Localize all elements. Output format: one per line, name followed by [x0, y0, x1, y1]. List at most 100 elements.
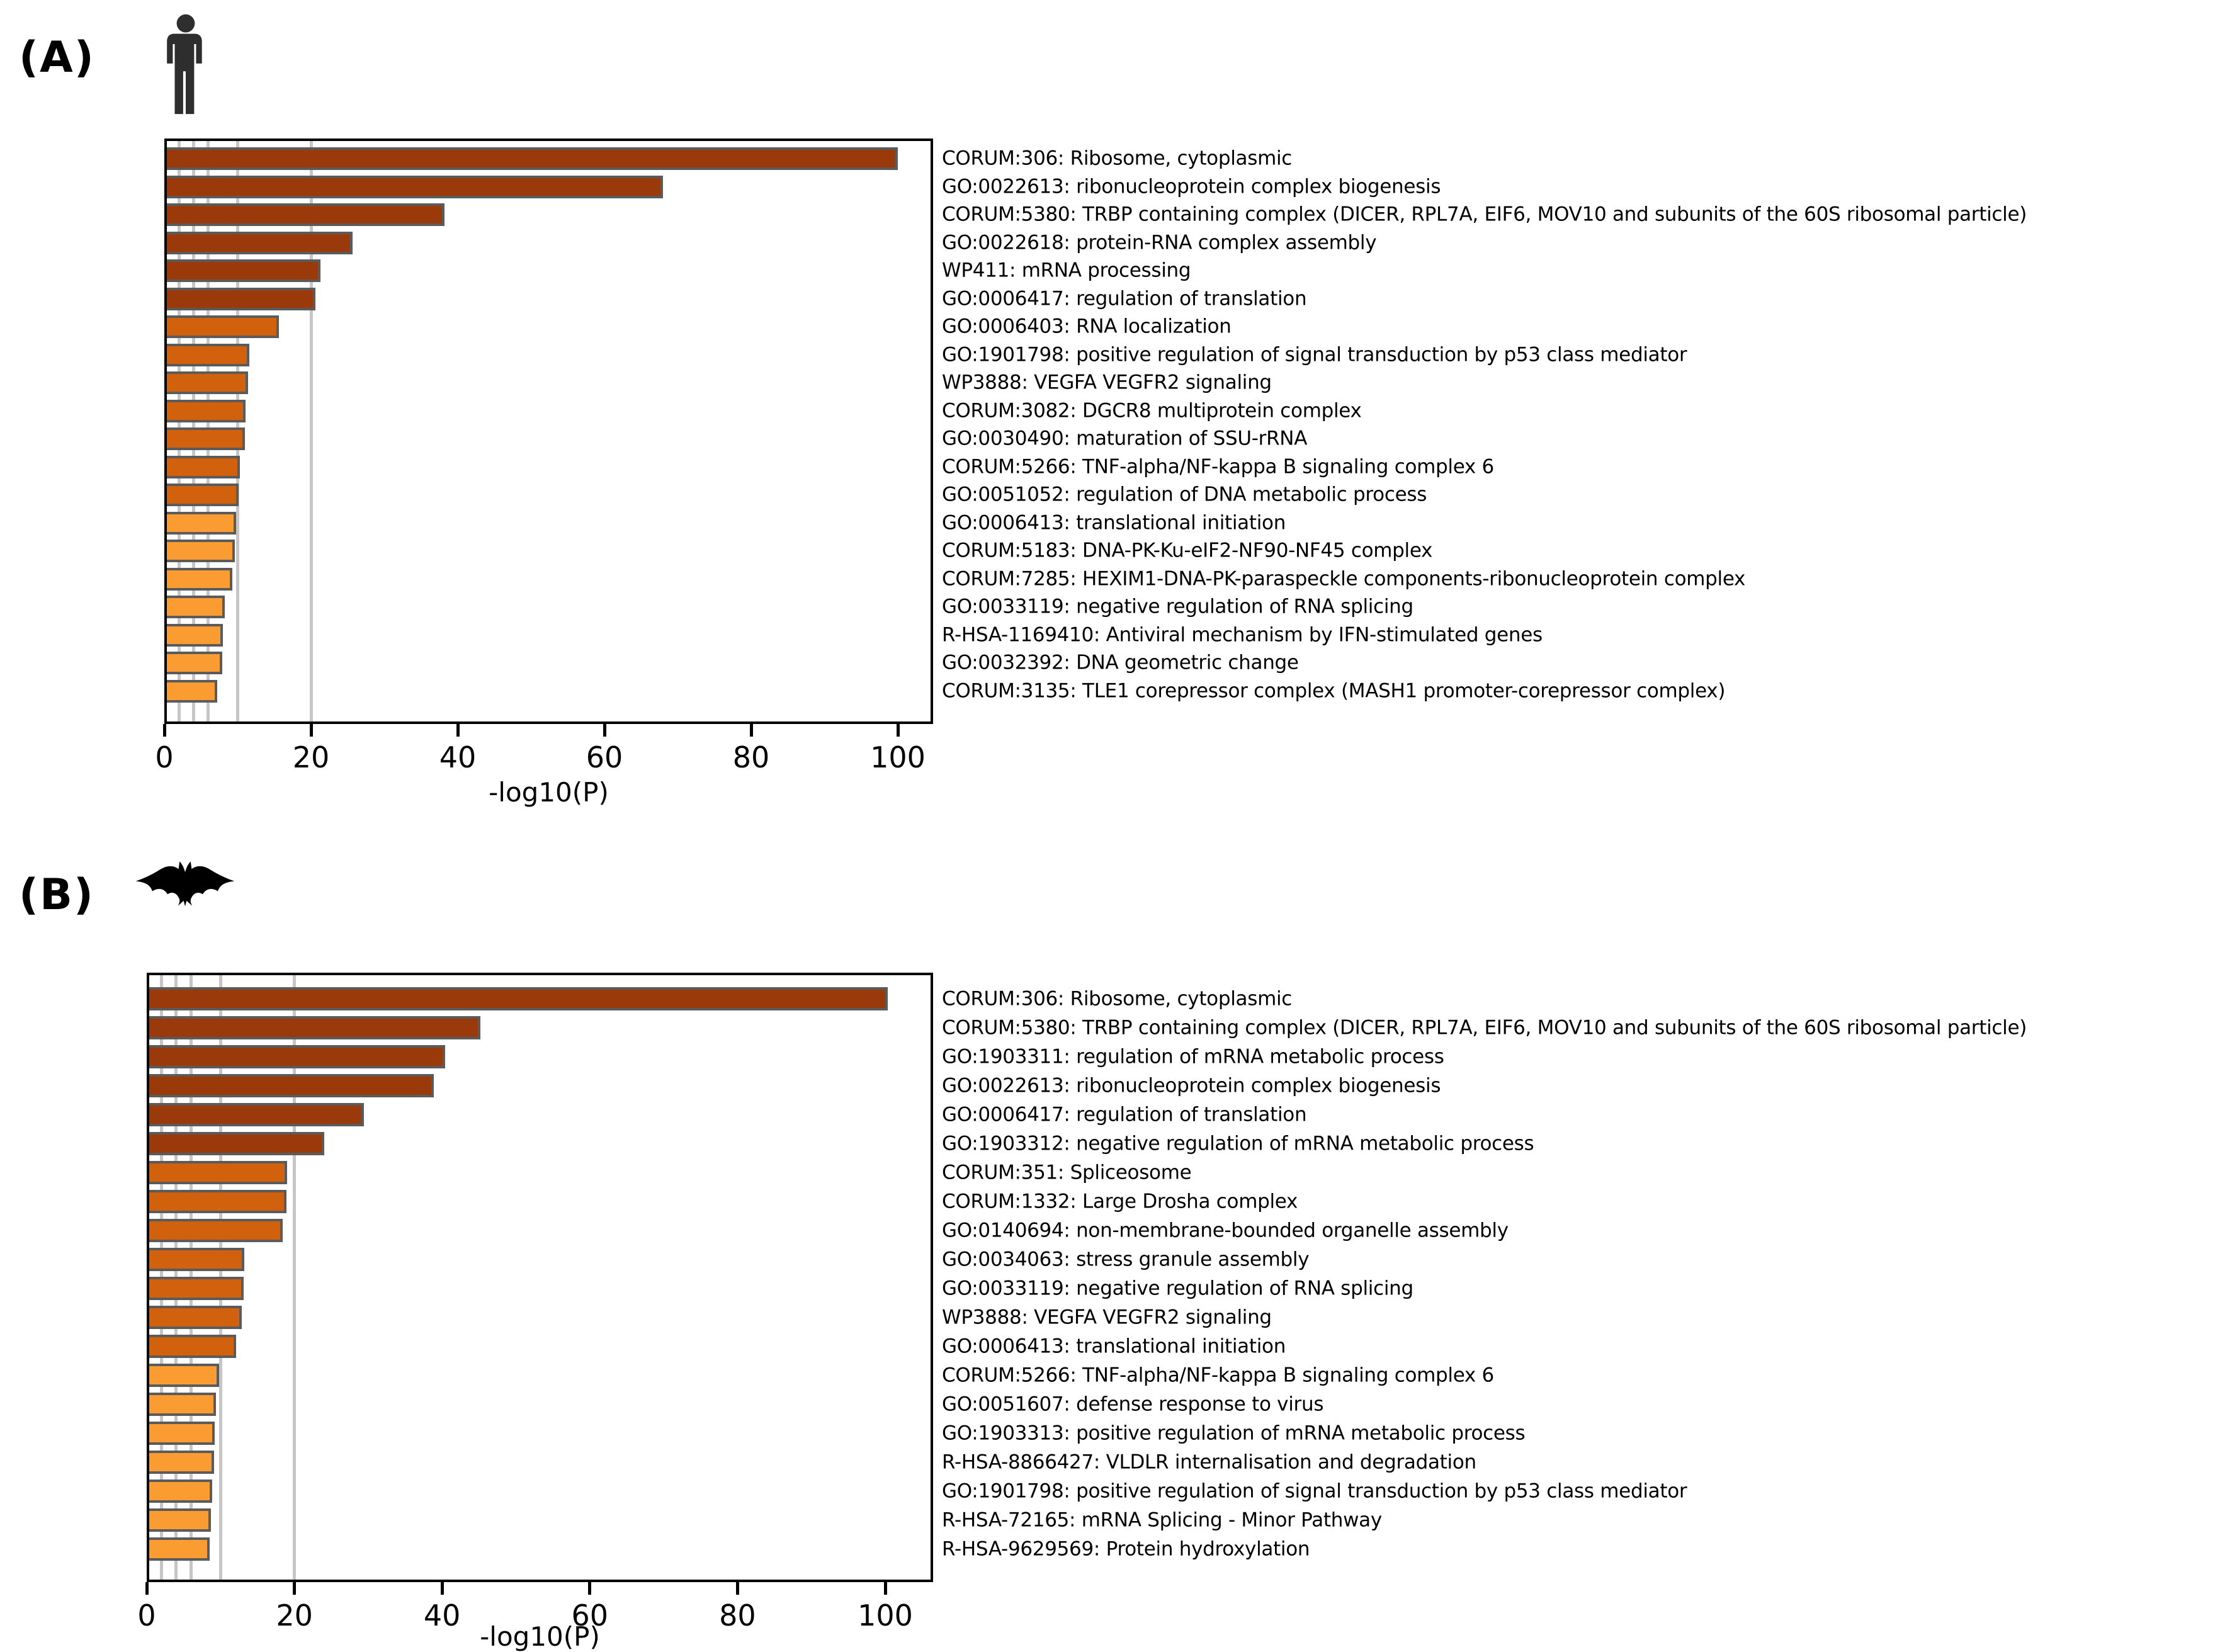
- bar: [164, 484, 239, 506]
- bar-label: GO:1903312: negative regulation of mRNA …: [942, 1132, 1534, 1155]
- bar: [147, 1479, 213, 1503]
- bar-label: CORUM:5266: TNF-alpha/NF-kappa B signali…: [942, 455, 1494, 478]
- bar-label: GO:0140694: non-membrane-bounded organel…: [942, 1219, 1509, 1242]
- bar: [164, 259, 321, 282]
- bar: [147, 1016, 481, 1039]
- bar: [164, 287, 315, 310]
- bar-label: GO:1903313: positive regulation of mRNA …: [942, 1422, 1526, 1444]
- x-tick: [456, 724, 460, 737]
- bar: [147, 1248, 244, 1271]
- plot-box: [164, 139, 933, 724]
- bar: [164, 623, 224, 647]
- bar-label: CORUM:3135: TLE1 corepressor complex (MA…: [942, 679, 1726, 702]
- bar-label: GO:0006417: regulation of translation: [942, 287, 1307, 310]
- bar-label: GO:0022613: ribonucleoprotein complex bi…: [942, 175, 1441, 198]
- bar-label: CORUM:351: Spliceosome: [942, 1161, 1192, 1184]
- bar: [164, 175, 664, 198]
- bar: [164, 511, 237, 535]
- bar: [164, 343, 250, 366]
- bar-label: GO:1901798: positive regulation of signa…: [942, 1479, 1687, 1502]
- bar-label: CORUM:306: Ribosome, cytoplasmic: [942, 987, 1293, 1010]
- bar: [164, 203, 445, 226]
- bar: [164, 371, 248, 394]
- bar: [147, 1422, 215, 1445]
- panel-a-letter: (A): [19, 33, 95, 82]
- bar: [164, 652, 223, 674]
- bar: [147, 1306, 242, 1329]
- bar-label: GO:0032392: DNA geometric change: [942, 651, 1299, 674]
- bar-label: GO:0006403: RNA localization: [942, 315, 1232, 338]
- x-tick-label: 100: [870, 740, 926, 774]
- x-tick-label: 80: [732, 740, 770, 774]
- bar-label: WP411: mRNA processing: [942, 259, 1191, 282]
- x-tick: [309, 724, 313, 737]
- x-tick: [588, 1582, 592, 1595]
- panel-b-letter: (B): [19, 870, 94, 920]
- bar-label: CORUM:7285: HEXIM1-DNA-PK-paraspeckle co…: [942, 567, 1746, 590]
- x-tick-label: 0: [155, 740, 174, 774]
- x-tick-label: 40: [439, 740, 477, 774]
- bar: [147, 1161, 287, 1184]
- bar-label: GO:0033119: negative regulation of RNA s…: [942, 595, 1413, 618]
- bar: [164, 679, 217, 703]
- bar-label: GO:0006413: translational initiation: [942, 511, 1286, 534]
- bar: [164, 540, 235, 562]
- bar-label: GO:0051052: regulation of DNA metabolic …: [942, 483, 1427, 506]
- bar-label: CORUM:1332: Large Drosha complex: [942, 1190, 1298, 1213]
- bar-label: CORUM:5380: TRBP containing complex (DIC…: [942, 203, 2027, 226]
- bar: [164, 147, 898, 170]
- bar: [147, 1537, 210, 1561]
- bar-label: GO:0051607: defense response to virus: [942, 1393, 1324, 1415]
- bar-label: R-HSA-72165: mRNA Splicing - Minor Pathw…: [942, 1508, 1382, 1531]
- bar: [147, 1508, 212, 1532]
- x-tick: [162, 724, 166, 737]
- x-tick: [293, 1582, 297, 1595]
- x-tick-label: 0: [137, 1598, 156, 1632]
- bar: [147, 1277, 244, 1300]
- bar: [147, 1335, 236, 1358]
- x-tick-label: 40: [423, 1598, 461, 1632]
- reference-gridline: [309, 139, 313, 724]
- x-tick: [883, 1582, 887, 1595]
- bar-label: R-HSA-8866427: VLDLR internalisation and…: [942, 1451, 1476, 1473]
- human-silhouette-icon: [167, 14, 202, 115]
- bar-label: WP3888: VEGFA VEGFR2 signaling: [942, 371, 1272, 394]
- bar-label: GO:0022618: protein-RNA complex assembly: [942, 231, 1377, 254]
- bar: [164, 567, 233, 591]
- bar: [147, 1132, 324, 1155]
- x-tick: [749, 724, 753, 737]
- bar: [147, 1451, 214, 1474]
- bat-silhouette-icon: [135, 861, 235, 907]
- bar: [147, 1103, 364, 1126]
- x-tick: [440, 1582, 444, 1595]
- x-tick-label: 60: [571, 1598, 609, 1632]
- bar-label: WP3888: VEGFA VEGFR2 signaling: [942, 1306, 1272, 1328]
- reference-gridline: [293, 973, 297, 1582]
- bar: [147, 1364, 219, 1387]
- x-axis-title: -log10(P): [489, 777, 609, 808]
- bar-label: GO:0033119: negative regulation of RNA s…: [942, 1277, 1413, 1299]
- bar-label: CORUM:3082: DGCR8 multiprotein complex: [942, 399, 1362, 422]
- bar-label: GO:0006413: translational initiation: [942, 1335, 1286, 1357]
- x-tick: [735, 1582, 739, 1595]
- x-tick-label: 20: [276, 1598, 313, 1632]
- bar: [147, 1045, 445, 1068]
- bar-label: CORUM:5380: TRBP containing complex (DIC…: [942, 1016, 2027, 1039]
- x-tick: [145, 1582, 149, 1595]
- bar: [164, 231, 353, 254]
- bar-label: GO:1901798: positive regulation of signa…: [942, 343, 1687, 366]
- x-tick-label: 60: [586, 740, 623, 774]
- bar: [147, 1074, 434, 1097]
- bar-label: GO:0006417: regulation of translation: [942, 1103, 1307, 1126]
- bar-label: GO:0034063: stress granule assembly: [942, 1248, 1310, 1270]
- bar-label: R-HSA-9629569: Protein hydroxylation: [942, 1537, 1310, 1560]
- bar-label: R-HSA-1169410: Antiviral mechanism by IF…: [942, 623, 1543, 646]
- bar: [164, 315, 279, 338]
- bar: [147, 1393, 217, 1416]
- bar: [164, 427, 246, 450]
- x-tick: [896, 724, 900, 737]
- x-tick-label: 80: [719, 1598, 756, 1632]
- bar-label: CORUM:306: Ribosome, cytoplasmic: [942, 147, 1293, 170]
- bar: [164, 455, 240, 478]
